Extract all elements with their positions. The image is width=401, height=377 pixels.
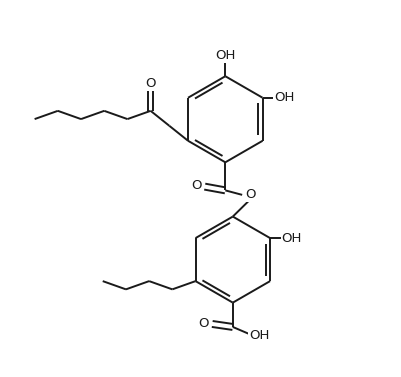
- Text: OH: OH: [248, 329, 269, 342]
- Text: OH: OH: [281, 231, 301, 245]
- Text: OH: OH: [273, 91, 294, 104]
- Text: O: O: [245, 188, 255, 201]
- Text: O: O: [198, 317, 209, 331]
- Text: O: O: [191, 179, 201, 192]
- Text: O: O: [145, 77, 156, 90]
- Text: OH: OH: [215, 49, 235, 62]
